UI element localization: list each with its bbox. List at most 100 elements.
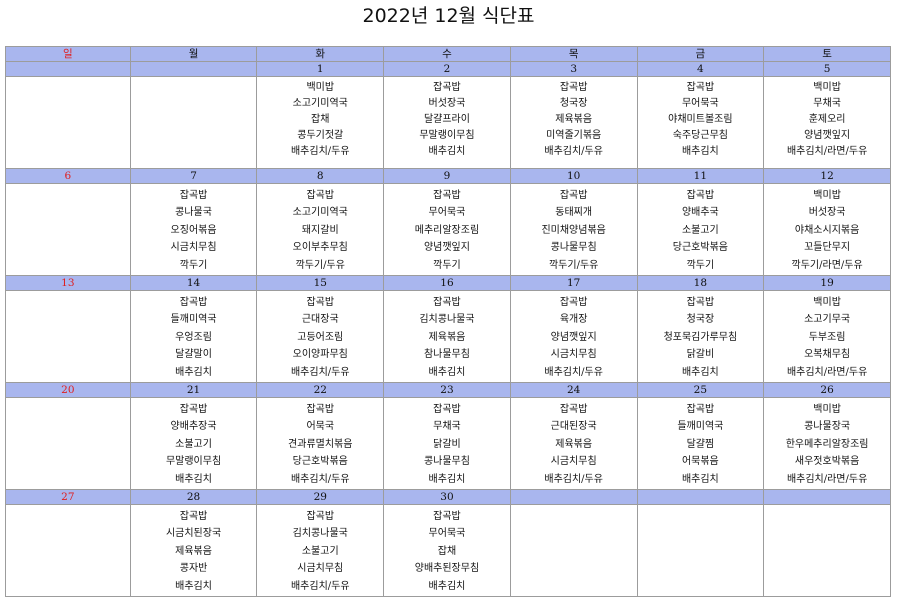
weekday-header-row: 일 월 화 수 목 금 토 xyxy=(5,46,891,62)
date-cell xyxy=(763,489,891,505)
menu-item: 훈제오리 xyxy=(808,114,846,125)
date-cell: 25 xyxy=(636,382,765,398)
menu-item: 당근호박볶음 xyxy=(672,242,728,254)
weekday-mon: 월 xyxy=(129,46,258,62)
menu-item: 무어묵국 xyxy=(681,98,719,109)
menu-item: 잡곡밥 xyxy=(306,404,335,415)
menu-item: 콩나물무침 xyxy=(423,456,470,468)
date-cell: 11 xyxy=(636,168,765,184)
date-cell xyxy=(5,61,131,77)
menu-item: 배추김치/라면/두유 xyxy=(786,473,868,485)
menu-item: 제육볶음 xyxy=(555,114,593,125)
menu-cell xyxy=(636,504,765,597)
menu-cell: 백미밥 소고기무국 두부조림 오복채무침 배추김치/라면/두유 xyxy=(763,290,891,383)
menu-item: 소불고기 xyxy=(681,224,719,236)
date-cell: 3 xyxy=(509,61,638,77)
menu-item: 배추김치 xyxy=(175,473,212,485)
date-cell: 20 xyxy=(5,382,131,398)
meal-calendar-table: 일 월 화 수 목 금 토 1 2 3 4 5 백미밥 소고기미역국 잡채 콩두기젓갈 배추김치/… xyxy=(5,46,891,597)
menu-item: 시금치된장국 xyxy=(165,528,222,540)
menu-cell xyxy=(5,504,131,597)
menu-item: 콩자반 xyxy=(179,563,208,575)
menu-item: 양배추장국 xyxy=(170,421,217,433)
menu-row: 잡곡밥 들깨미역국 우엉조림 달걀말이 배추김치 잡곡밥 근대장국 고등어조림 오이양파무침 배추… xyxy=(5,290,891,383)
menu-item: 잡곡밥 xyxy=(306,297,335,308)
menu-item: 백미밥 xyxy=(813,82,841,93)
menu-cell: 잡곡밥 양배추장국 소불고기 무말랭이무침 배추김치 xyxy=(129,397,258,490)
menu-cell: 잡곡밥 어묵국 견과류멸치볶음 당근호박볶음 배추김치/두유 xyxy=(256,397,385,490)
menu-item: 잡곡밥 xyxy=(433,511,461,522)
menu-item: 오복채무침 xyxy=(804,349,851,361)
menu-item: 잡곡밥 xyxy=(433,297,461,308)
menu-item: 김치콩나물국 xyxy=(419,314,475,326)
menu-item: 새우젓호박볶음 xyxy=(794,456,860,468)
menu-cell xyxy=(129,76,258,169)
menu-item: 잡곡밥 xyxy=(179,404,208,415)
menu-item: 제육볶음 xyxy=(175,545,212,557)
menu-item: 당근호박볶음 xyxy=(292,456,348,468)
menu-item: 소불고기 xyxy=(175,438,212,450)
date-cell: 16 xyxy=(383,275,511,291)
menu-item: 잡곡밥 xyxy=(686,297,715,308)
menu-row: 잡곡밥 양배추장국 소불고기 무말랭이무침 배추김치 잡곡밥 어묵국 견과류멸치볶음 당근호박볶… xyxy=(5,397,891,490)
menu-item: 어묵볶음 xyxy=(681,456,719,468)
menu-cell xyxy=(5,76,131,169)
menu-cell xyxy=(5,290,131,383)
calendar-body: 일 월 화 수 목 금 토 1 2 3 4 5 백미밥 소고기미역국 잡채 콩두기젓갈 배추김치/… xyxy=(5,46,891,597)
menu-item: 잡곡밥 xyxy=(179,190,208,201)
menu-cell: 백미밥 콩나물장국 한우메추리알장조림 새우젓호박볶음 배추김치/라면/두유 xyxy=(763,397,891,490)
menu-item: 동태찌개 xyxy=(555,207,593,219)
menu-item: 무채국 xyxy=(813,98,841,109)
menu-item: 양념깻잎지 xyxy=(804,130,851,141)
menu-item: 무어묵국 xyxy=(428,207,466,219)
date-cell: 5 xyxy=(763,61,891,77)
date-cell: 24 xyxy=(509,382,638,398)
date-row: 20 21 22 23 24 25 26 xyxy=(5,382,891,398)
date-cell: 22 xyxy=(256,382,385,398)
date-cell: 26 xyxy=(763,382,891,398)
date-row: 6 7 8 9 10 11 12 xyxy=(5,168,891,184)
menu-row: 잡곡밥 시금치된장국 제육볶음 콩자반 배추김치 잡곡밥 김치콩나물국 소불고기 시금치무침 배추… xyxy=(5,504,891,597)
menu-item: 숙주당근무침 xyxy=(672,130,728,141)
menu-item: 무말랭이무침 xyxy=(419,130,475,141)
menu-item: 참나물무침 xyxy=(423,349,470,361)
menu-cell xyxy=(509,504,638,597)
date-cell: 30 xyxy=(383,489,511,505)
menu-item: 콩두기젓갈 xyxy=(297,130,344,141)
menu-item: 제육볶음 xyxy=(555,438,593,450)
menu-cell: 잡곡밥 콩나물국 오징어볶음 시금치무침 깍두기 xyxy=(129,183,258,276)
date-cell: 18 xyxy=(636,275,765,291)
menu-item: 잡곡밥 xyxy=(559,404,588,415)
menu-cell: 잡곡밥 무어묵국 잡채 양배추된장무침 배추김치 xyxy=(383,504,511,597)
menu-item: 야채미트볼조림 xyxy=(668,114,733,125)
menu-cell: 잡곡밥 김치콩나물국 제육볶음 참나물무침 배추김치 xyxy=(383,290,511,383)
menu-item: 배추김치 xyxy=(428,366,466,378)
menu-cell: 백미밥 버섯장국 야채소시지볶음 꼬들단무지 깍두기/라면/두유 xyxy=(763,183,891,276)
menu-item: 배추김치/두유 xyxy=(290,366,350,378)
menu-cell: 잡곡밥 시금치된장국 제육볶음 콩자반 배추김치 xyxy=(129,504,258,597)
menu-cell: 잡곡밥 청국장 청포묵김가루무침 닭갈비 배추김치 xyxy=(636,290,765,383)
weekday-tue: 화 xyxy=(256,46,385,62)
date-cell xyxy=(509,489,638,505)
menu-item: 오이양파무침 xyxy=(292,349,348,361)
menu-item: 닭갈비 xyxy=(433,438,461,450)
menu-cell: 백미밥 무채국 훈제오리 양념깻잎지 배추김치/라면/두유 xyxy=(763,76,891,169)
menu-item: 배추김치/두유 xyxy=(544,146,603,157)
menu-item: 진미채양념볶음 xyxy=(541,224,606,236)
weekday-sat: 토 xyxy=(763,46,891,62)
menu-cell: 잡곡밥 무채국 닭갈비 콩나물무침 배추김치 xyxy=(383,397,511,490)
menu-item: 무채국 xyxy=(433,421,461,433)
date-cell: 9 xyxy=(383,168,511,184)
date-cell: 29 xyxy=(256,489,385,505)
menu-cell: 잡곡밥 무어묵국 메추리알장조림 양념깻잎지 깍두기 xyxy=(383,183,511,276)
menu-cell: 잡곡밥 버섯장국 달걀프라이 무말랭이무침 배추김치 xyxy=(383,76,511,169)
date-cell: 21 xyxy=(129,382,258,398)
menu-item: 시금치무침 xyxy=(550,456,597,468)
menu-row: 잡곡밥 콩나물국 오징어볶음 시금치무침 깍두기 잡곡밥 소고기미역국 돼지갈비 오이부추무침 깍… xyxy=(5,183,891,276)
weekday-thu: 목 xyxy=(509,46,638,62)
menu-item: 백미밥 xyxy=(306,82,335,93)
menu-item: 깍두기 xyxy=(433,259,461,271)
menu-item: 콩나물무침 xyxy=(550,242,597,254)
menu-cell xyxy=(5,397,131,490)
